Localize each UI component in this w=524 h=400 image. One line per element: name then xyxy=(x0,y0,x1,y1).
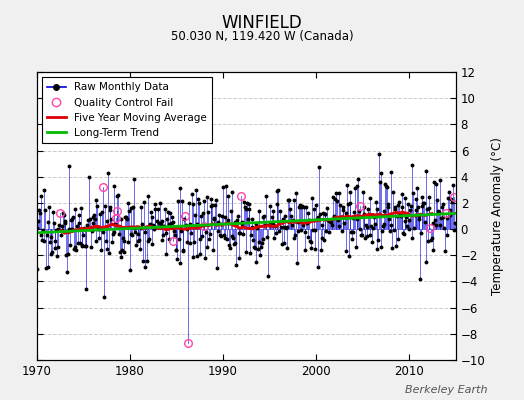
Y-axis label: Temperature Anomaly (°C): Temperature Anomaly (°C) xyxy=(491,137,504,295)
Text: WINFIELD: WINFIELD xyxy=(222,14,302,32)
Legend: Raw Monthly Data, Quality Control Fail, Five Year Moving Average, Long-Term Tren: Raw Monthly Data, Quality Control Fail, … xyxy=(42,77,212,143)
Text: 50.030 N, 119.420 W (Canada): 50.030 N, 119.420 W (Canada) xyxy=(171,30,353,43)
Text: Berkeley Earth: Berkeley Earth xyxy=(405,385,487,395)
